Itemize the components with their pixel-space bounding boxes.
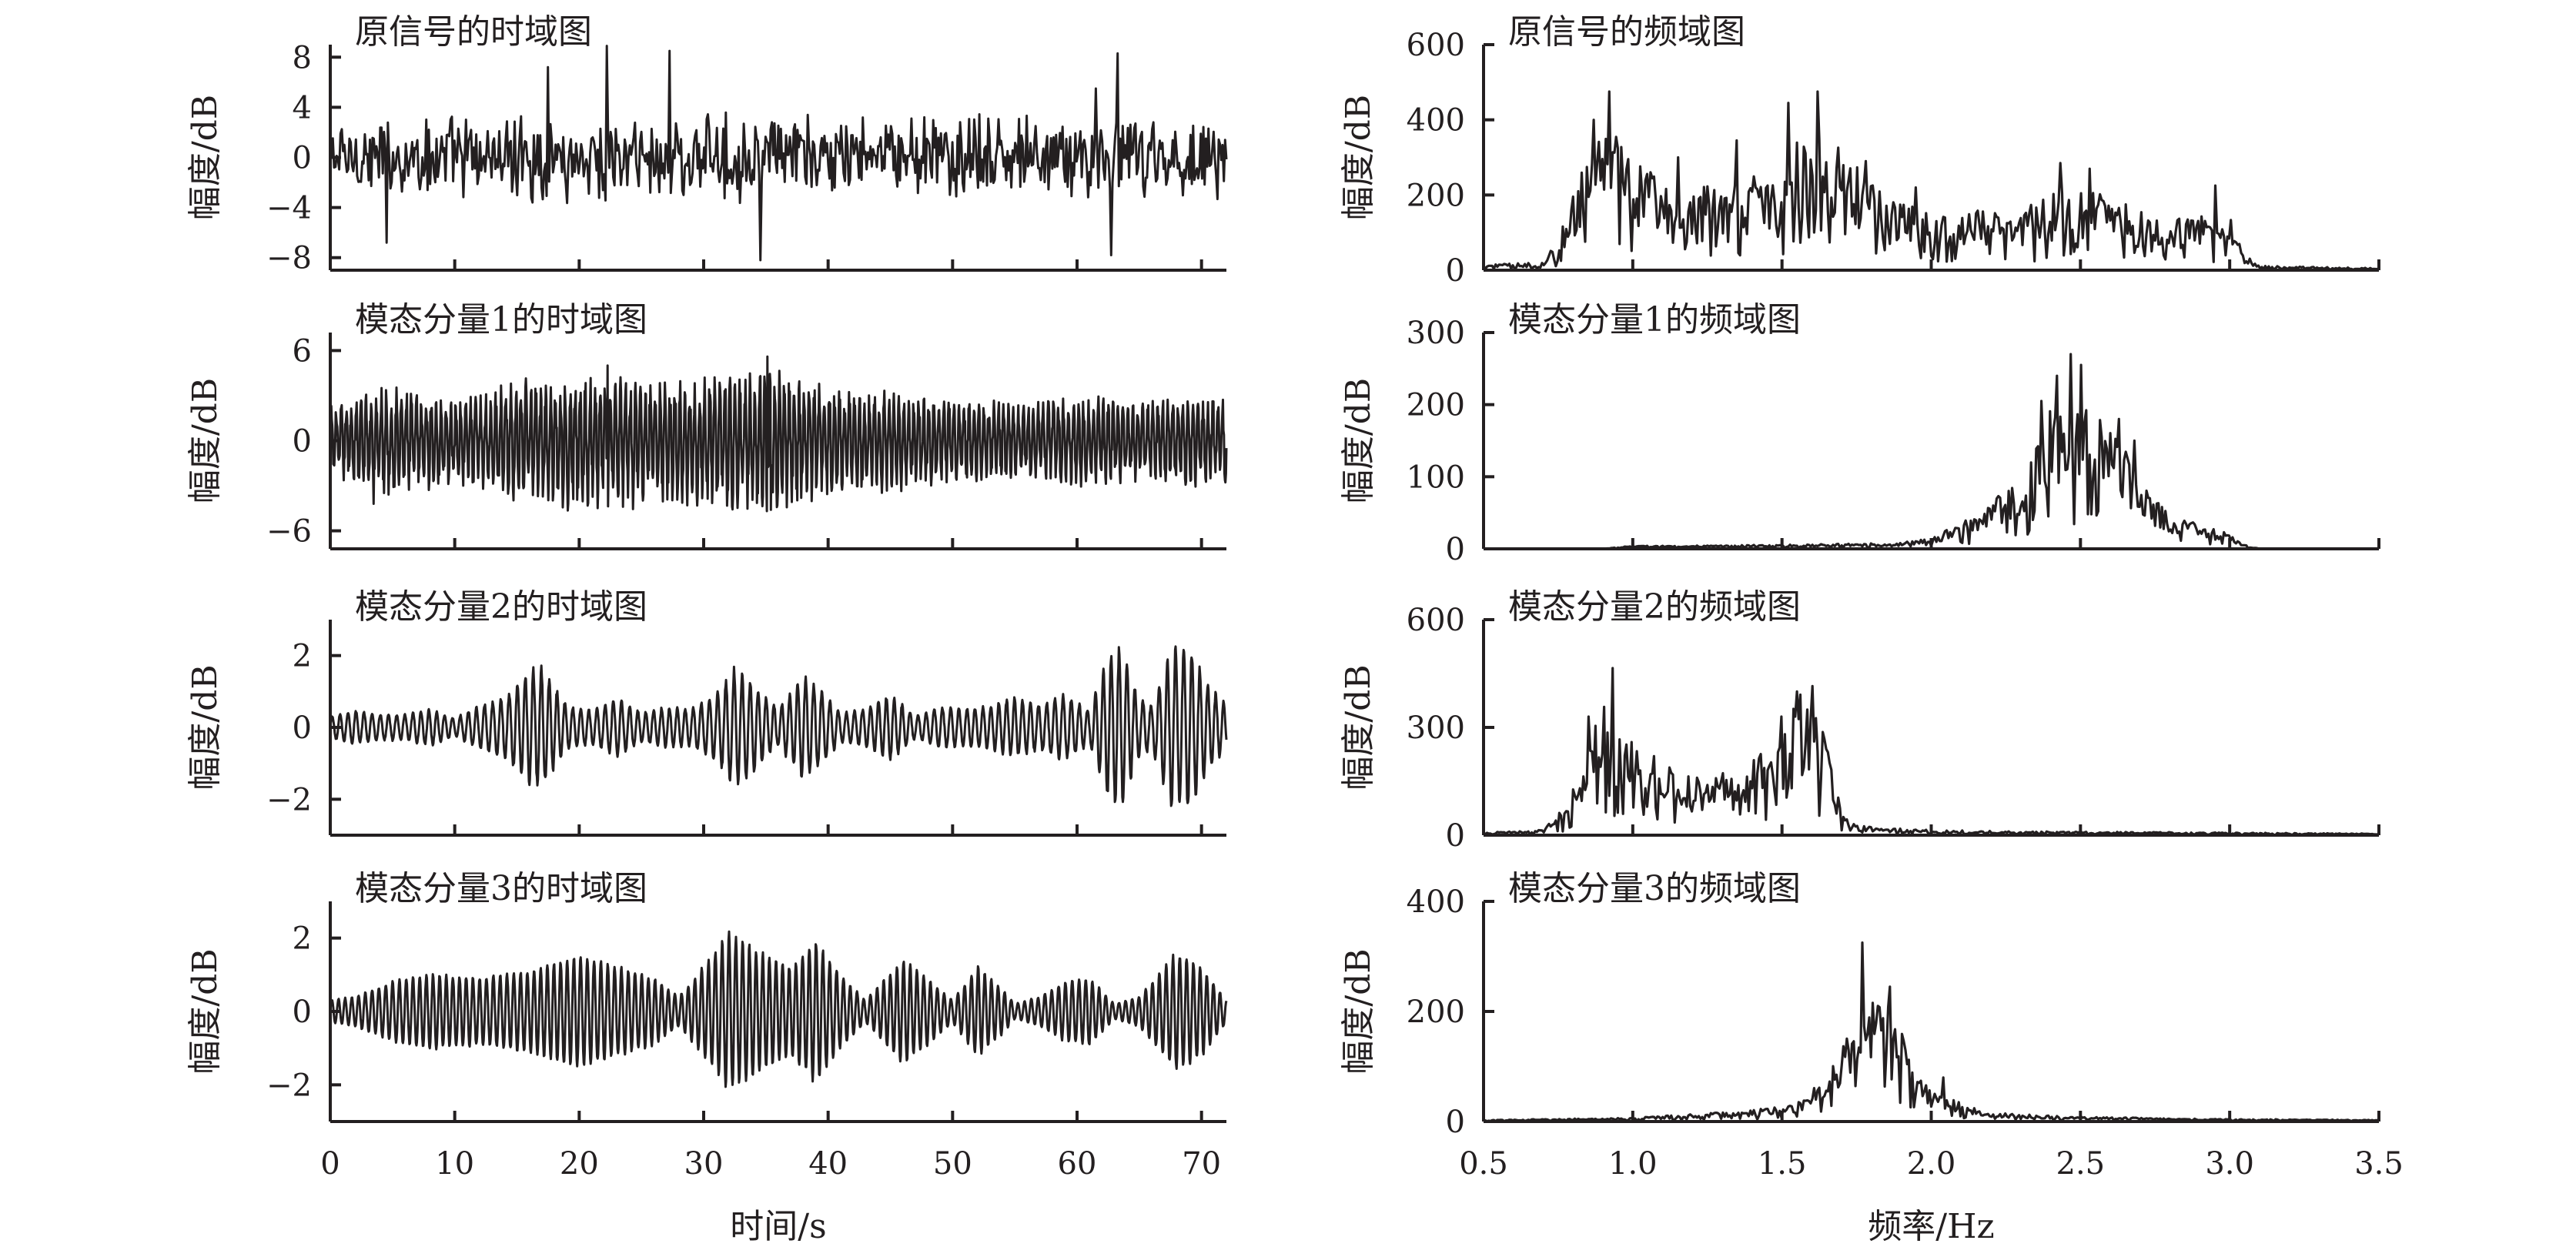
series-line [1482, 90, 2379, 271]
x-tick-label: 70 [1182, 1146, 1221, 1182]
y-tick-label: −6 [266, 514, 312, 550]
panel-title: 模态分量1的频域图 [1508, 300, 1801, 339]
panel-title: 模态分量2的频域图 [1508, 587, 1801, 627]
panel-freq-3: 0 200 400 0.5 1.0 1.5 2.0 2.5 3.0 3.5 模态分量3的频域图幅度/… [1339, 869, 2404, 1246]
panel-title: 原信号的频域图 [1508, 12, 1745, 52]
y-tick-label: 4 [293, 90, 312, 125]
x-tick-label: 2.5 [2056, 1146, 2106, 1182]
y-tick-label: 0 [1446, 532, 1465, 567]
y-tick-label: −4 [266, 191, 312, 226]
y-tick-label: 400 [1407, 103, 1465, 139]
y-tick-label: 0 [293, 710, 312, 746]
y-tick-label: 300 [1407, 710, 1465, 746]
panel-title: 模态分量2的时域图 [355, 587, 647, 627]
x-tick-label: 40 [808, 1146, 848, 1182]
y-axis-label: 幅度/dB [1339, 378, 1378, 503]
y-tick-label: 0 [1446, 1105, 1465, 1140]
x-tick-label: 2.0 [1907, 1146, 1956, 1182]
y-tick-label: 200 [1407, 995, 1465, 1030]
y-tick-label: 200 [1407, 178, 1465, 213]
panel-title: 模态分量3的频域图 [1508, 869, 1801, 908]
y-axis-label: 幅度/dB [186, 664, 225, 790]
x-tick-label: 30 [684, 1146, 724, 1182]
y-tick-label: 8 [293, 40, 312, 75]
series-line [329, 645, 1228, 807]
x-axis-label: 频率/Hz [1868, 1207, 1994, 1246]
y-tick-label: 300 [1407, 316, 1465, 351]
y-tick-label: 0 [293, 424, 312, 460]
y-tick-label: −2 [266, 782, 312, 817]
y-tick-label: 600 [1407, 603, 1465, 638]
x-tick-label: 0 [320, 1146, 340, 1182]
y-axis-label: 幅度/dB [1339, 948, 1378, 1074]
panel-title: 模态分量1的时域图 [355, 300, 647, 339]
series-line [329, 45, 1228, 262]
y-tick-label: 0 [1446, 818, 1465, 854]
y-tick-label: 0 [293, 995, 312, 1030]
y-axis-label: 幅度/dB [1339, 664, 1378, 790]
y-tick-label: 400 [1407, 884, 1465, 920]
y-tick-label: 6 [293, 333, 312, 369]
series-line [329, 930, 1228, 1088]
y-axis-label: 幅度/dB [1339, 95, 1378, 220]
series-line [1483, 941, 2380, 1123]
y-axis-label: 幅度/dB [186, 378, 225, 503]
y-tick-label: 200 [1407, 388, 1465, 423]
x-tick-label: 3.0 [2205, 1146, 2254, 1182]
x-tick-label: 1.5 [1758, 1146, 1807, 1182]
y-axis-label: 幅度/dB [186, 948, 225, 1074]
y-tick-label: 600 [1407, 28, 1465, 63]
x-tick-label: 20 [560, 1146, 599, 1182]
x-tick-label: 60 [1058, 1146, 1097, 1182]
y-tick-label: −2 [266, 1068, 312, 1103]
x-tick-label: 1.0 [1608, 1146, 1658, 1182]
y-tick-label: 0 [1446, 253, 1465, 289]
x-tick-label: 50 [933, 1146, 972, 1182]
x-tick-label: 10 [435, 1146, 474, 1182]
x-tick-label: 3.5 [2354, 1146, 2404, 1182]
x-tick-label: 0.5 [1459, 1146, 1508, 1182]
series-line [329, 355, 1228, 513]
panel-title: 原信号的时域图 [355, 12, 592, 52]
series-line [1484, 353, 2379, 550]
y-tick-label: 0 [293, 141, 312, 176]
y-tick-label: 2 [293, 639, 312, 674]
y-axis-label: 幅度/dB [186, 95, 225, 220]
panel-title: 模态分量3的时域图 [355, 869, 647, 908]
y-tick-label: −8 [266, 241, 312, 276]
x-axis-label: 时间/s [730, 1207, 826, 1246]
series-line [1483, 667, 2380, 837]
y-tick-label: 100 [1407, 460, 1465, 495]
y-tick-label: 2 [293, 921, 312, 957]
